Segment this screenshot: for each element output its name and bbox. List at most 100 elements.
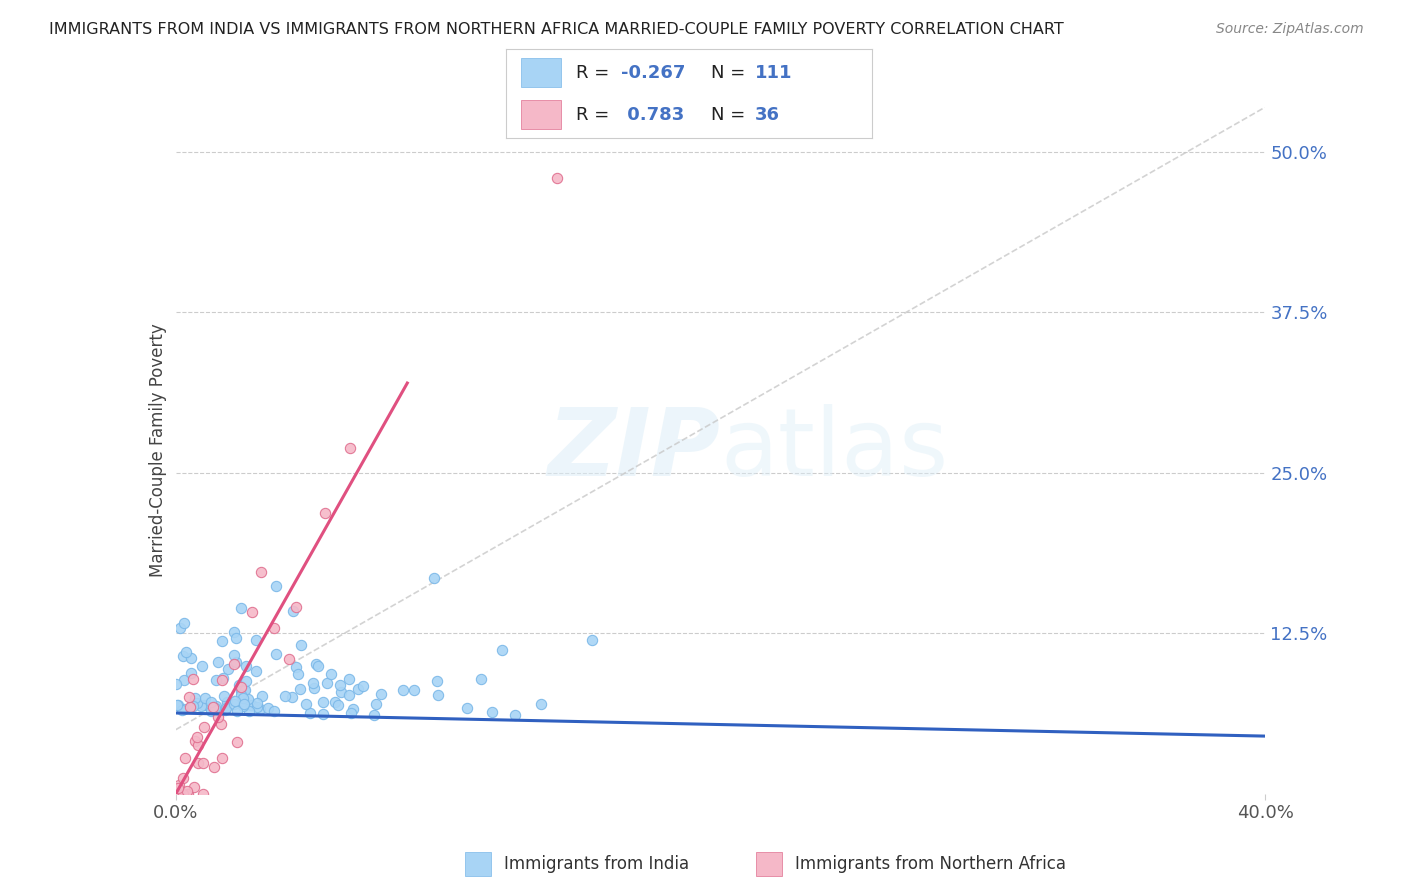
- Text: ZIP: ZIP: [548, 404, 721, 497]
- Point: [228, 678, 250, 692]
- Point: [215, 695, 238, 709]
- Point: [222, 625, 245, 640]
- Point: [233, 682, 256, 697]
- Point: [186, 696, 208, 710]
- Point: [302, 681, 325, 696]
- Text: 0.783: 0.783: [621, 105, 685, 124]
- Point: [224, 698, 246, 712]
- FancyBboxPatch shape: [465, 853, 491, 876]
- Point: [165, 677, 187, 691]
- Point: [214, 703, 236, 717]
- Point: [287, 667, 309, 681]
- Point: [232, 698, 254, 713]
- Point: [263, 704, 285, 718]
- Point: [456, 701, 478, 715]
- Point: [226, 734, 249, 748]
- Point: [204, 701, 226, 715]
- Point: [238, 704, 260, 718]
- Point: [215, 700, 238, 714]
- Point: [290, 638, 312, 652]
- Point: [191, 659, 214, 673]
- Point: [240, 698, 263, 712]
- Point: [184, 734, 207, 748]
- Point: [209, 717, 232, 731]
- Point: [337, 688, 360, 702]
- Point: [174, 751, 197, 765]
- Point: [211, 633, 233, 648]
- Text: R =: R =: [575, 105, 614, 124]
- Point: [246, 697, 269, 711]
- Point: [370, 688, 392, 702]
- Point: [281, 690, 304, 705]
- Point: [211, 673, 233, 687]
- Point: [167, 781, 190, 796]
- Point: [402, 683, 425, 698]
- Point: [217, 662, 239, 676]
- Point: [491, 643, 513, 657]
- Point: [173, 673, 195, 688]
- Point: [231, 684, 253, 698]
- Point: [299, 706, 322, 720]
- Point: [337, 673, 360, 687]
- Point: [250, 565, 273, 579]
- Text: 36: 36: [755, 105, 780, 124]
- Point: [179, 690, 201, 704]
- Point: [205, 702, 228, 716]
- Point: [392, 682, 415, 697]
- Point: [184, 690, 207, 705]
- Point: [231, 680, 253, 694]
- Point: [342, 702, 364, 716]
- Point: [180, 666, 202, 681]
- Point: [240, 605, 263, 619]
- Point: [470, 672, 492, 686]
- Point: [225, 704, 247, 718]
- Point: [347, 682, 370, 697]
- Point: [231, 600, 253, 615]
- Point: [181, 699, 204, 714]
- Point: [211, 751, 233, 765]
- Point: [176, 784, 198, 798]
- Point: [212, 689, 235, 703]
- Point: [173, 702, 195, 716]
- Point: [481, 705, 503, 719]
- Point: [285, 599, 308, 614]
- Point: [245, 664, 267, 678]
- Point: [191, 787, 214, 801]
- Point: [245, 700, 267, 714]
- Point: [329, 678, 352, 692]
- Point: [229, 688, 252, 702]
- Point: [167, 787, 190, 801]
- Point: [305, 657, 328, 671]
- Point: [169, 621, 191, 635]
- Point: [257, 701, 280, 715]
- Point: [264, 647, 287, 661]
- Point: [207, 655, 229, 669]
- Point: [423, 571, 446, 585]
- Point: [581, 632, 603, 647]
- Point: [187, 738, 209, 752]
- Point: [323, 694, 346, 708]
- Point: [252, 689, 274, 703]
- Point: [173, 615, 195, 630]
- Y-axis label: Married-Couple Family Poverty: Married-Couple Family Poverty: [149, 324, 167, 577]
- Point: [426, 688, 449, 702]
- Point: [176, 787, 198, 801]
- Point: [363, 707, 385, 722]
- Text: R =: R =: [575, 63, 614, 82]
- Point: [312, 694, 335, 708]
- Point: [328, 698, 350, 713]
- Point: [285, 659, 308, 673]
- FancyBboxPatch shape: [756, 853, 782, 876]
- Point: [232, 691, 254, 706]
- Point: [190, 698, 212, 713]
- Point: [183, 780, 205, 794]
- Point: [186, 756, 208, 770]
- Point: [198, 700, 221, 714]
- Point: [207, 710, 229, 724]
- Point: [278, 652, 301, 666]
- Point: [316, 676, 339, 690]
- Point: [180, 698, 202, 712]
- Point: [225, 631, 247, 645]
- Point: [205, 699, 228, 714]
- Point: [181, 672, 204, 686]
